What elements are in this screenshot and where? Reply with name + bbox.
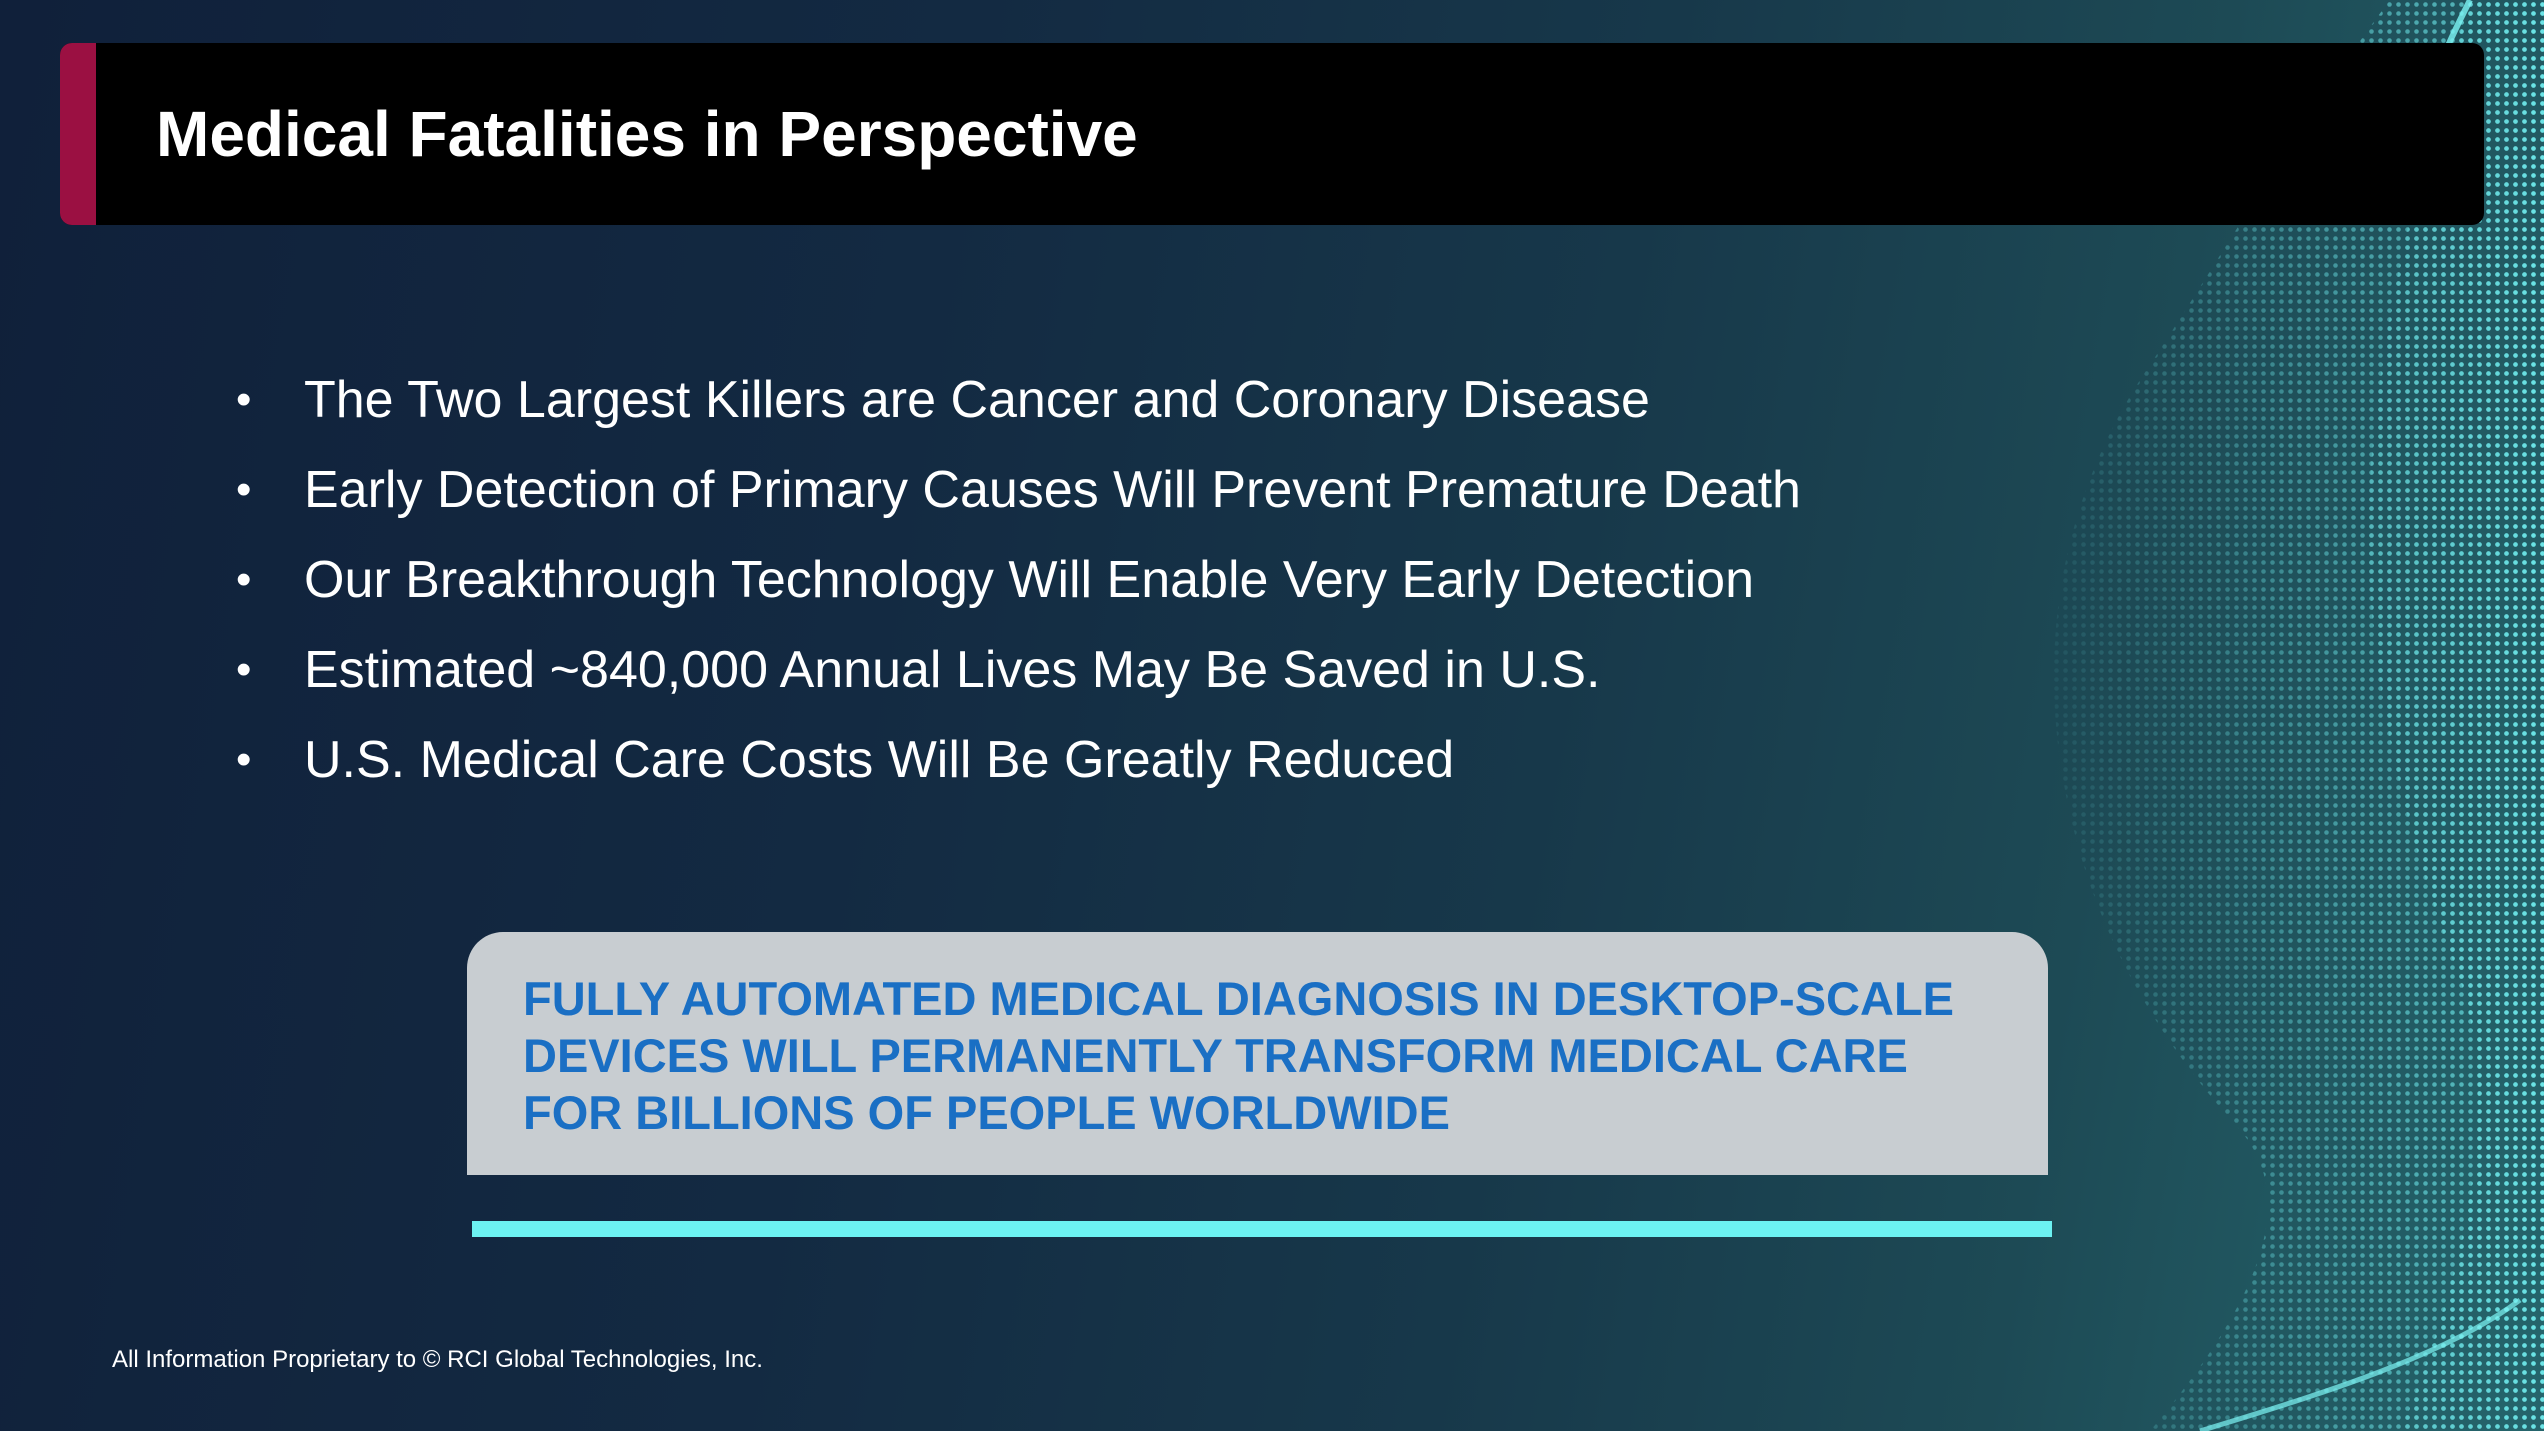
bullet-text: The Two Largest Killers are Cancer and C… <box>304 371 1650 429</box>
bullet-text: Our Breakthrough Technology Will Enable … <box>304 551 1755 609</box>
callout-line: DEVICES WILL PERMANENTLY TRANSFORM MEDIC… <box>523 1029 1908 1082</box>
title-bar: Medical Fatalities in Perspective <box>60 43 2484 225</box>
bullet-dot-icon: • <box>236 375 252 424</box>
slide-title: Medical Fatalities in Perspective <box>156 98 1138 170</box>
bullet-item: • Estimated ~840,000 Annual Lives May Be… <box>236 625 2136 715</box>
bullet-dot-icon: • <box>236 555 252 604</box>
bullet-text: U.S. Medical Care Costs Will Be Greatly … <box>304 731 1455 789</box>
title-accent-stripe <box>60 43 96 225</box>
bullet-dot-icon: • <box>236 465 252 514</box>
bullet-item: • Early Detection of Primary Causes Will… <box>236 445 2136 535</box>
bullet-item: • Our Breakthrough Technology Will Enabl… <box>236 535 2136 625</box>
bullet-text: Estimated ~840,000 Annual Lives May Be S… <box>304 641 1601 699</box>
bullet-dot-icon: • <box>236 735 252 784</box>
bullet-item: • The Two Largest Killers are Cancer and… <box>236 355 2136 445</box>
callout-line: FULLY AUTOMATED MEDICAL DIAGNOSIS IN DES… <box>523 972 1954 1025</box>
bullet-list: • The Two Largest Killers are Cancer and… <box>236 355 2136 805</box>
bullet-text: Early Detection of Primary Causes Will P… <box>304 461 1801 519</box>
bullet-item: • U.S. Medical Care Costs Will Be Greatl… <box>236 715 2136 805</box>
footer-copyright: All Information Proprietary to © RCI Glo… <box>112 1346 763 1373</box>
callout-box: FULLY AUTOMATED MEDICAL DIAGNOSIS IN DES… <box>467 932 2048 1175</box>
bullet-dot-icon: • <box>236 645 252 694</box>
callout-line: FOR BILLIONS OF PEOPLE WORLDWIDE <box>523 1086 1450 1139</box>
callout-statement: FULLY AUTOMATED MEDICAL DIAGNOSIS IN DES… <box>523 970 2023 1141</box>
accent-underline-bar <box>472 1221 2052 1237</box>
